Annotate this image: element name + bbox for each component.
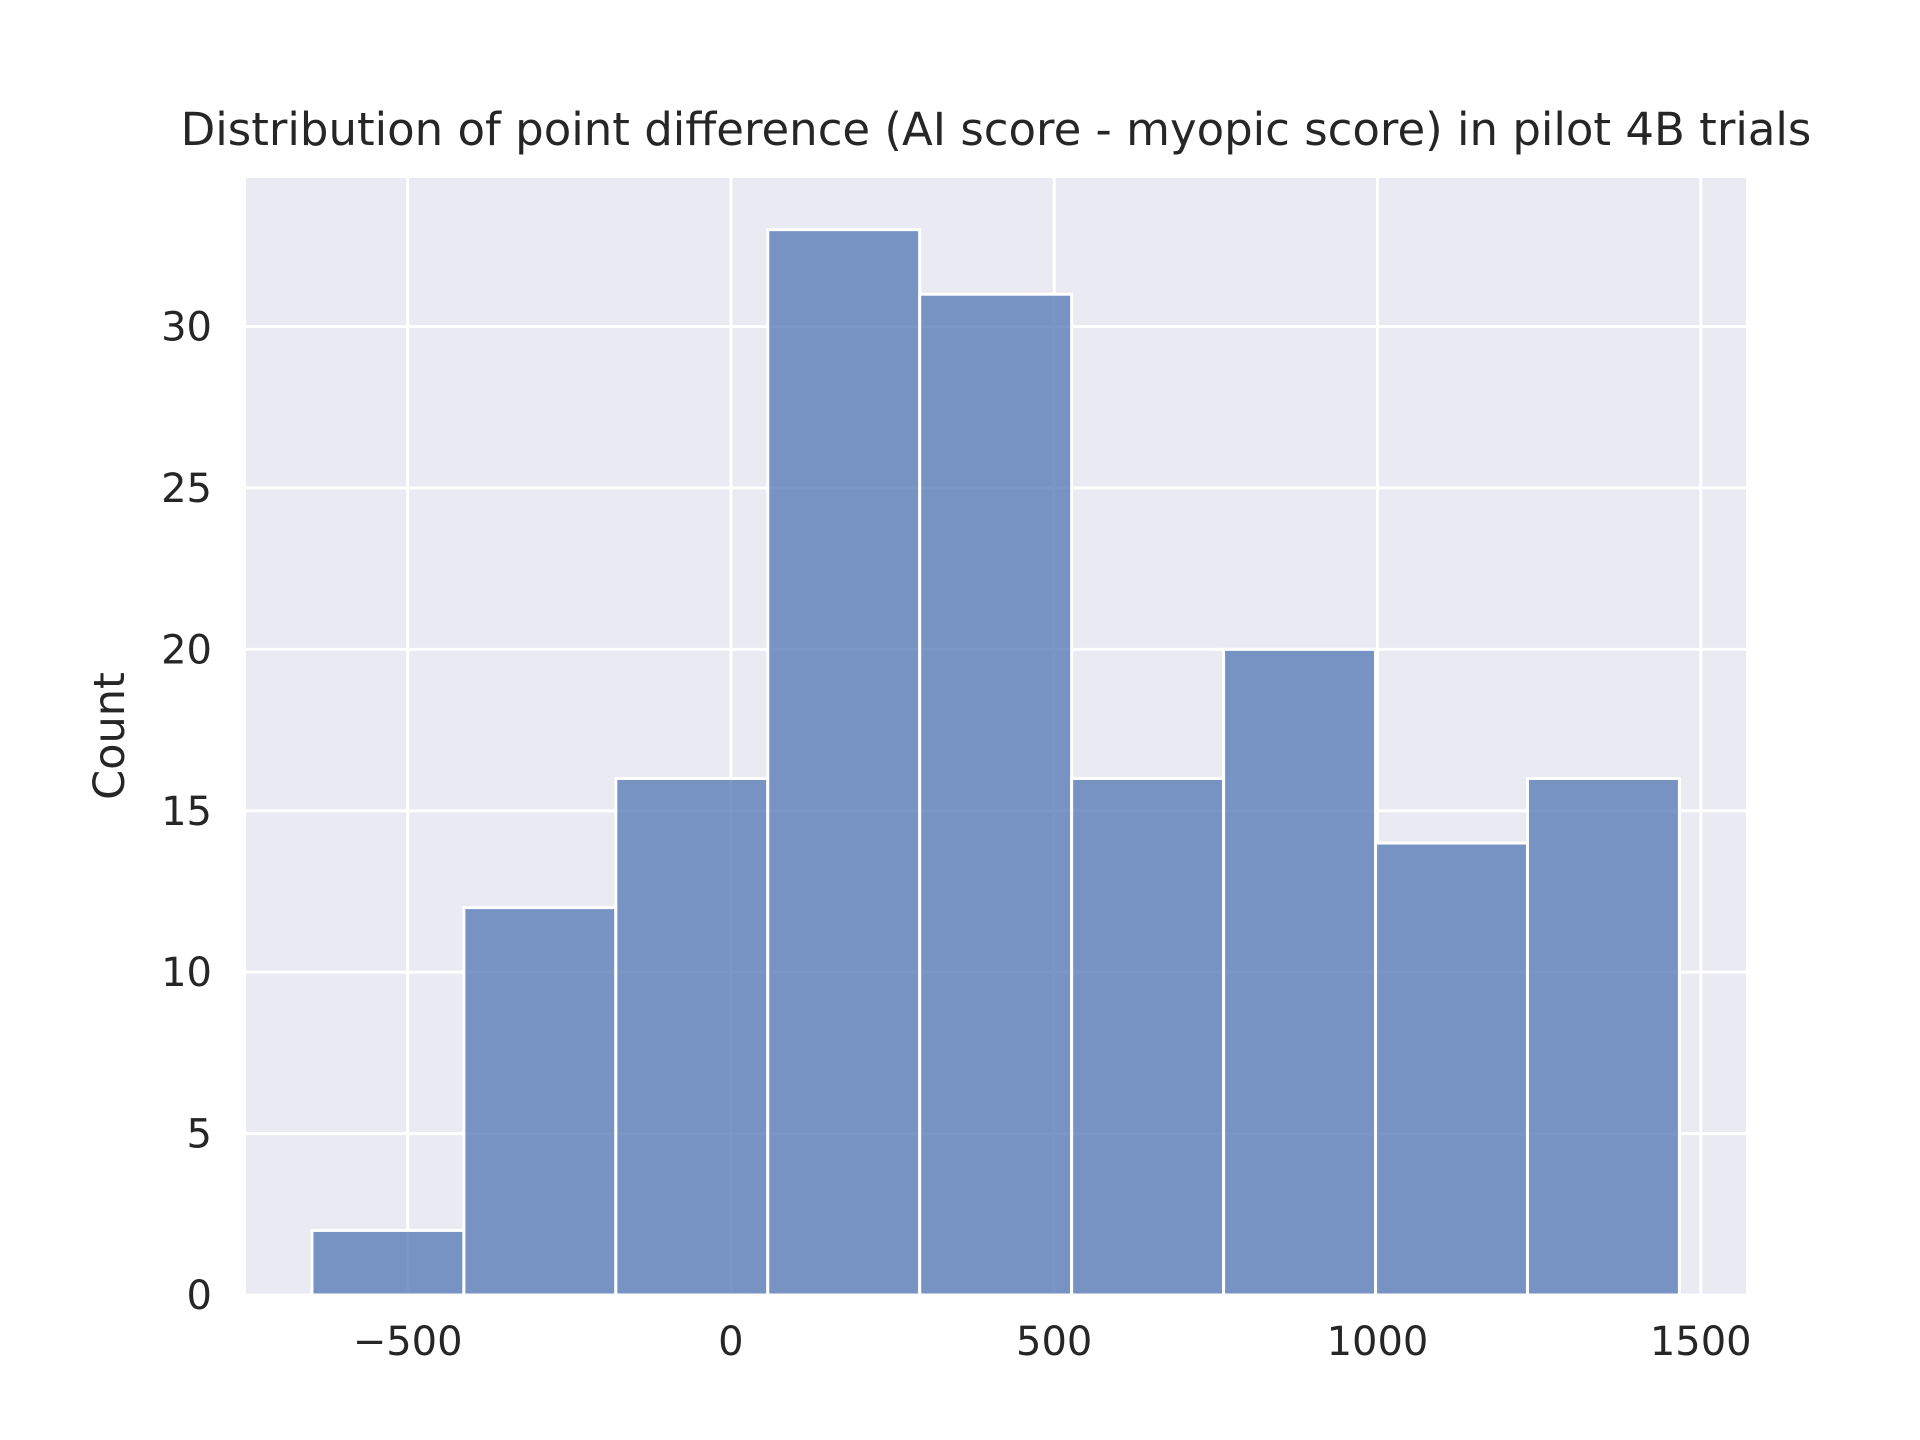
x-tick-label: −500 <box>353 1319 463 1365</box>
chart-title: Distribution of point difference (AI sco… <box>181 103 1812 156</box>
y-tick-label: 5 <box>187 1112 212 1158</box>
bars <box>310 228 1681 1297</box>
y-tick-label: 10 <box>161 950 212 996</box>
y-tick-labels: 0 5 10 15 20 25 30 <box>161 305 212 1319</box>
histogram-bar-3 <box>614 776 770 1297</box>
histogram-bar-2 <box>462 906 618 1297</box>
histogram-bar-1 <box>310 1228 466 1297</box>
histogram-bar-6 <box>1070 776 1226 1297</box>
y-tick-label: 0 <box>187 1273 212 1319</box>
x-tick-label: 0 <box>718 1319 743 1365</box>
histogram-bar-4 <box>766 228 922 1297</box>
y-tick-label: 20 <box>161 627 212 673</box>
x-tick-label: 1500 <box>1650 1319 1752 1365</box>
histogram-bar-8 <box>1374 841 1529 1297</box>
y-tick-label: 25 <box>161 466 212 512</box>
histogram-bar-9 <box>1525 776 1681 1297</box>
histogram-bar-5 <box>918 292 1074 1297</box>
y-axis-label: Count <box>85 672 135 800</box>
histogram-bar-7 <box>1222 647 1378 1297</box>
x-tick-label: 1000 <box>1327 1319 1429 1365</box>
y-tick-label: 15 <box>161 789 212 835</box>
x-tick-labels: −500 0 500 1000 1500 <box>353 1319 1752 1365</box>
x-tick-label: 500 <box>1016 1319 1092 1365</box>
y-tick-label: 30 <box>161 305 212 351</box>
